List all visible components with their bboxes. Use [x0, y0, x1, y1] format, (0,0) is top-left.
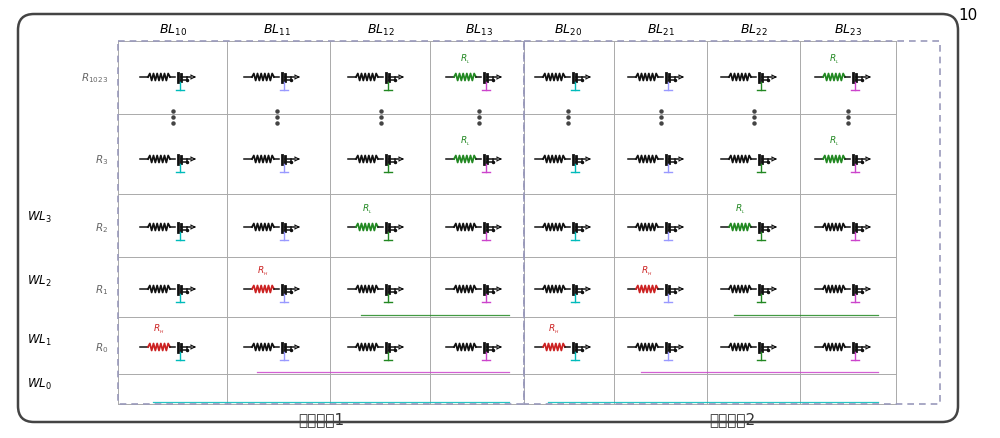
Text: $R_{_L}$: $R_{_L}$ — [362, 202, 372, 215]
Text: $R_{_L}$: $R_{_L}$ — [460, 134, 470, 148]
Text: $R_{1023}$: $R_{1023}$ — [81, 71, 108, 85]
Text: $R_{2}$: $R_{2}$ — [95, 221, 108, 234]
Text: $R_{0}$: $R_{0}$ — [95, 340, 108, 354]
Text: 参考阵劗2: 参考阵劗2 — [709, 412, 755, 427]
Text: $BL_{11}$: $BL_{11}$ — [263, 22, 291, 38]
Text: $BL_{13}$: $BL_{13}$ — [465, 22, 493, 38]
Text: $BL_{23}$: $BL_{23}$ — [834, 22, 862, 38]
Text: $R_{_L}$: $R_{_L}$ — [829, 134, 839, 148]
Text: $R_{_L}$: $R_{_L}$ — [829, 52, 839, 66]
Text: $R_{3}$: $R_{3}$ — [95, 153, 108, 166]
Text: 参考阵劗1: 参考阵劗1 — [298, 412, 344, 427]
Text: $R_{_H}$: $R_{_H}$ — [641, 264, 653, 277]
Text: $BL_{20}$: $BL_{20}$ — [554, 22, 582, 38]
Text: 10: 10 — [959, 8, 978, 23]
Text: $BL_{21}$: $BL_{21}$ — [647, 22, 675, 38]
Text: $R_{_H}$: $R_{_H}$ — [257, 264, 269, 277]
Text: $R_{_H}$: $R_{_H}$ — [153, 322, 165, 335]
Text: $WL_3$: $WL_3$ — [27, 209, 52, 224]
Text: $R_{_L}$: $R_{_L}$ — [460, 52, 470, 66]
Text: $BL_{10}$: $BL_{10}$ — [159, 22, 187, 38]
Text: $BL_{12}$: $BL_{12}$ — [367, 22, 395, 38]
Text: $BL_{22}$: $BL_{22}$ — [740, 22, 768, 38]
Text: $WL_1$: $WL_1$ — [27, 332, 52, 347]
Text: $R_{1}$: $R_{1}$ — [95, 283, 108, 296]
Text: $R_{_H}$: $R_{_H}$ — [548, 322, 560, 335]
Text: $WL_0$: $WL_0$ — [27, 376, 52, 391]
Text: $WL_2$: $WL_2$ — [27, 273, 52, 288]
Text: $R_{_L}$: $R_{_L}$ — [735, 202, 745, 215]
